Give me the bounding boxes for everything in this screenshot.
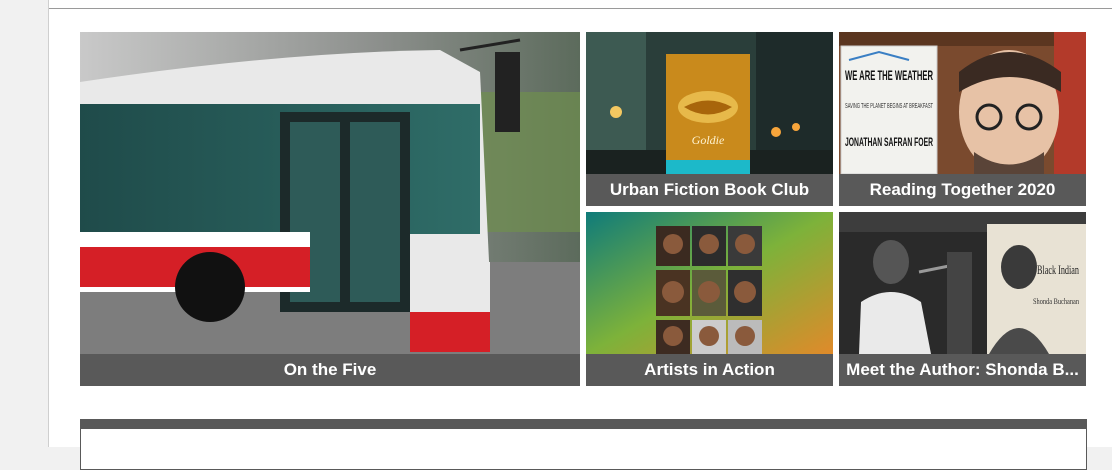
tile-caption: Urban Fiction Book Club: [586, 174, 833, 206]
weather-book-title: WE ARE THE WEATHER: [845, 67, 933, 83]
tile-meet-the-author[interactable]: Black Indian Shonda Buchanan Meet the Au…: [839, 212, 1086, 386]
tile-on-the-five[interactable]: On the Five: [80, 32, 580, 386]
tile-urban-fiction-book-club[interactable]: Goldie Urban Fiction Book Club: [586, 32, 833, 206]
header-divider: [49, 0, 1112, 9]
weather-book-subtitle: SAVING THE PLANET BEGINS AT BREAKFAST: [845, 103, 933, 110]
tile-caption: Meet the Author: Shonda B...: [839, 354, 1086, 386]
tile-caption: Artists in Action: [586, 354, 833, 386]
artists-image: [586, 212, 833, 354]
weather-book-author: JONATHAN SAFRAN FOER: [845, 135, 933, 149]
meet-author-image: Black Indian Shonda Buchanan: [839, 212, 1086, 354]
black-indian-title: Black Indian: [1037, 262, 1079, 277]
tile-artists-in-action[interactable]: Artists in Action: [586, 212, 833, 386]
tile-reading-together-2020[interactable]: WE ARE THE WEATHER SAVING THE PLANET BEG…: [839, 32, 1086, 206]
content-panel: [80, 419, 1087, 470]
bus-image: [80, 32, 580, 354]
goldie-cover-text: Goldie: [692, 133, 725, 147]
tile-caption: On the Five: [80, 354, 580, 386]
page-content: On the Five Goldie Urban Fiction Book Cl…: [48, 0, 1112, 470]
urban-fiction-image: Goldie: [586, 32, 833, 174]
reading-together-image: WE ARE THE WEATHER SAVING THE PLANET BEG…: [839, 32, 1086, 174]
tile-caption: Reading Together 2020: [839, 174, 1086, 206]
black-indian-author: Shonda Buchanan: [1033, 297, 1079, 306]
